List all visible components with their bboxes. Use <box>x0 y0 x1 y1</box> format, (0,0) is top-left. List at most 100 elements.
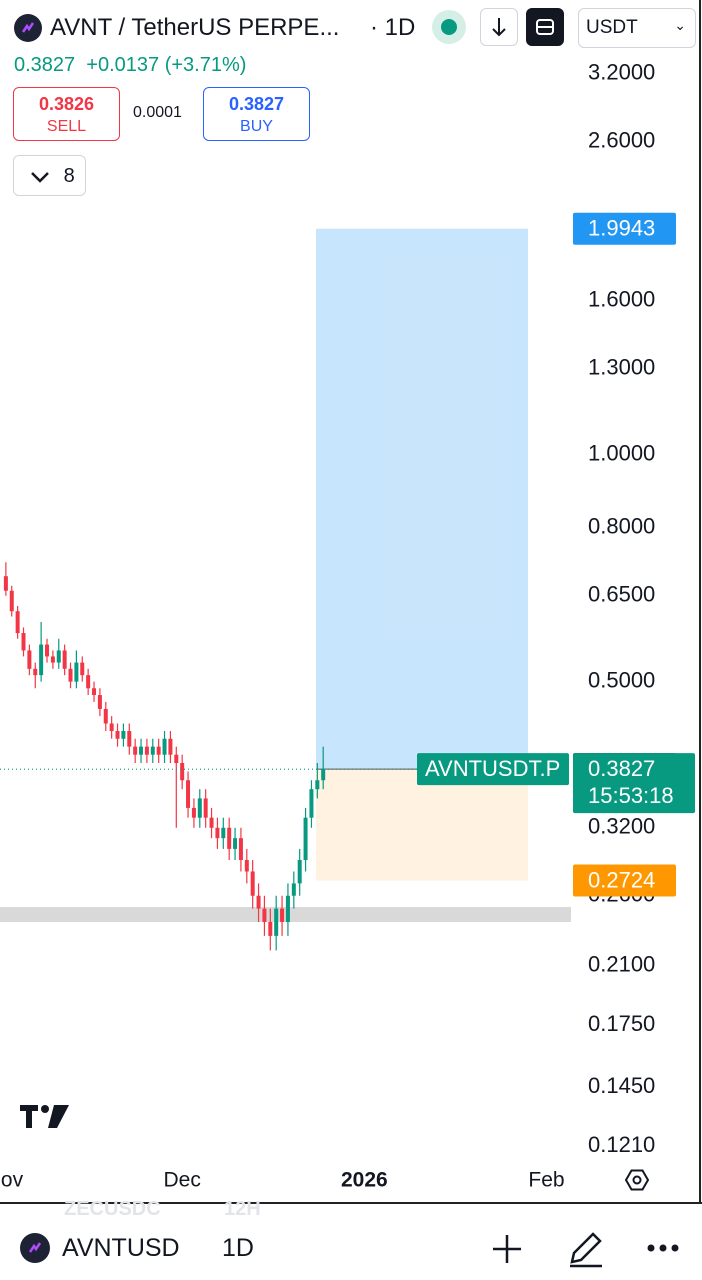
y-tick-label: 3.2000 <box>588 60 655 85</box>
buy-label: BUY <box>240 118 273 135</box>
x-tick-label: Dec <box>163 1169 200 1192</box>
candle-body <box>280 908 285 922</box>
target-price-tag: 1.9943 <box>588 216 655 241</box>
last-price-tag: 0.3827 <box>588 756 655 781</box>
candle-body <box>285 895 290 922</box>
candle-body <box>109 723 114 732</box>
tv-logo <box>20 1105 69 1128</box>
fullscreen-button[interactable] <box>526 8 564 46</box>
y-tick-label: 0.1750 <box>588 1011 655 1036</box>
candle-body <box>233 838 238 849</box>
candle-body <box>168 738 173 755</box>
candle-body <box>262 908 267 922</box>
market-status <box>432 10 466 44</box>
target-price-tag-bg <box>573 212 676 245</box>
candle-body <box>291 883 296 896</box>
candle-body <box>303 817 308 860</box>
bottom-interval[interactable]: 1D <box>222 1234 254 1262</box>
sell-price: 0.3826 <box>38 94 95 114</box>
candle-body <box>50 656 55 663</box>
candle-body <box>297 859 302 884</box>
candle-body <box>221 827 226 839</box>
y-tick-label: 0.1450 <box>588 1073 655 1098</box>
candle-body <box>127 731 132 747</box>
candle-body <box>156 746 161 755</box>
countdown: 15:53:18 <box>588 783 674 808</box>
candle-body <box>191 807 196 818</box>
candle-body <box>144 746 149 755</box>
candle-body <box>45 644 50 657</box>
y-tick-label: 0.1210 <box>588 1132 655 1157</box>
draw-button[interactable] <box>566 1228 606 1268</box>
candle-body <box>174 754 179 763</box>
sell-label: SELL <box>46 118 87 135</box>
symbol-icon <box>14 14 42 42</box>
last-price: 0.3827 <box>14 54 76 76</box>
last-price-tag-bg <box>573 753 695 814</box>
candle-body <box>162 738 167 755</box>
candle-body <box>80 662 85 676</box>
candle-body <box>250 871 255 896</box>
candle-body <box>33 668 38 676</box>
x-tick-label: 2026 <box>341 1169 388 1192</box>
buy-price: 0.3827 <box>228 94 285 114</box>
y-tick-label: 1.3000 <box>588 355 655 380</box>
candle-body <box>238 838 243 860</box>
candle-body <box>227 827 232 849</box>
candle-body <box>39 644 44 676</box>
bottom-symbol-icon <box>20 1233 50 1263</box>
y-tick-label: 2.6000 <box>588 128 655 153</box>
interval[interactable]: · 1D <box>370 14 416 41</box>
position-stop-zone <box>316 769 528 881</box>
add-button[interactable] <box>490 1232 524 1266</box>
candle-body <box>268 921 273 936</box>
candle-body <box>180 762 185 781</box>
candle-body <box>244 859 249 872</box>
ghost-interval: 12H <box>224 1198 261 1220</box>
candle-body <box>21 633 26 651</box>
candle-body <box>197 798 202 818</box>
indicators-count: 8 <box>63 165 75 187</box>
candle-body <box>62 650 67 669</box>
y-tick-label: 0.8000 <box>588 514 655 539</box>
x-tick-label: Feb <box>528 1169 564 1192</box>
symbol-tag-bg <box>417 753 569 786</box>
y-tick-label: 0.6500 <box>588 582 655 607</box>
candle-body <box>9 590 14 612</box>
y-tick-label: 1.0000 <box>588 441 655 466</box>
settings-icon[interactable] <box>624 1169 650 1191</box>
symbol-tag: AVNTUSDT.P <box>425 756 560 781</box>
y-tick-label: 0.3200 <box>588 814 655 839</box>
candle-body <box>74 662 79 682</box>
candle-body <box>315 780 320 790</box>
indicators-toggle[interactable]: 8 <box>13 155 86 196</box>
change: +0.0137 <box>86 54 160 76</box>
candle-body <box>86 675 91 689</box>
y-tick-label: 0.5000 <box>588 667 655 692</box>
sell-button[interactable]: 0.3826 SELL <box>13 87 120 141</box>
x-tick-label: ov <box>1 1169 24 1192</box>
candle-body <box>309 789 314 818</box>
currency-text: USDT <box>586 17 638 38</box>
position-target-zone <box>316 228 528 770</box>
stop-price-tag: 0.2724 <box>588 867 655 892</box>
candle-body <box>92 688 97 696</box>
candle-body <box>215 827 220 839</box>
spread: 0.0001 <box>133 104 182 121</box>
download-button[interactable] <box>480 8 518 46</box>
symbol-title[interactable]: AVNT / TetherUS PERPE... <box>50 14 340 41</box>
chart: 3.2000 2.6000 1.6000 1.3000 1.0000 0.8000 0.65… <box>0 0 702 1204</box>
buy-button[interactable]: 0.3827 BUY <box>203 87 310 141</box>
candle-body <box>139 746 144 755</box>
candle-body <box>121 731 126 739</box>
zone-drawing <box>0 907 571 922</box>
currency-select[interactable]: USDT ⌄ <box>578 8 696 48</box>
quote-line: 0.3827 +0.0137 (+3.71%) <box>14 54 246 77</box>
ghost-symbol: ZECUSDC <box>64 1198 161 1220</box>
more-button[interactable] <box>646 1240 680 1256</box>
candle-body <box>209 817 214 828</box>
candle-body <box>115 731 120 739</box>
bottom-symbol[interactable]: AVNTUSD <box>62 1234 180 1262</box>
candle-body <box>15 611 20 634</box>
